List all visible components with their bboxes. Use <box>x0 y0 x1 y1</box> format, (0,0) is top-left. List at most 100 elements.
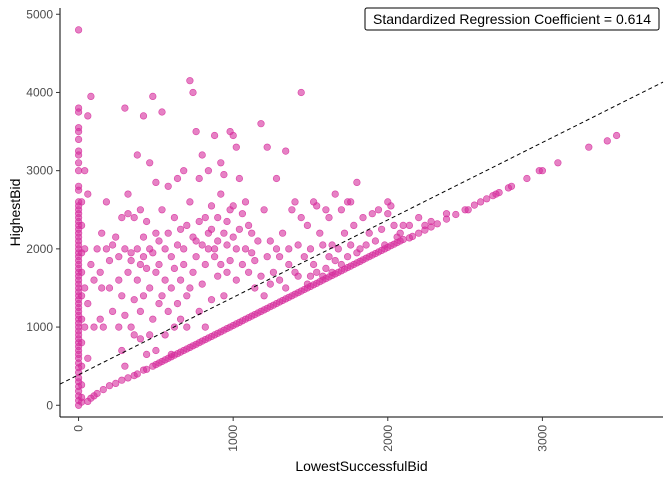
data-point-300 <box>276 253 284 261</box>
data-point-229 <box>207 202 216 210</box>
data-point-379 <box>368 210 376 218</box>
y-tick-label-2: 2000 <box>26 242 53 256</box>
data-point-220 <box>201 260 209 269</box>
data-point-196 <box>183 292 191 300</box>
data-point-176 <box>167 284 175 292</box>
data-point-317 <box>294 272 302 280</box>
data-point-115 <box>121 362 129 370</box>
data-point-59 <box>74 124 83 132</box>
data-point-118 <box>124 268 132 276</box>
data-point-67 <box>77 339 86 347</box>
data-point-255 <box>229 131 237 140</box>
data-point-415 <box>464 206 472 214</box>
data-point-62 <box>74 26 83 34</box>
data-point-143 <box>143 264 151 273</box>
data-point-117 <box>124 374 132 382</box>
data-point-135 <box>136 335 144 343</box>
data-point-243 <box>220 229 228 237</box>
data-point-201 <box>186 284 194 292</box>
data-point-154 <box>152 229 160 237</box>
data-point-227 <box>207 225 216 233</box>
data-point-261 <box>232 276 240 284</box>
data-point-385 <box>378 225 386 233</box>
data-point-163 <box>158 206 166 214</box>
data-point-215 <box>198 241 206 249</box>
data-point-418 <box>483 195 491 203</box>
data-point-313 <box>291 198 299 206</box>
data-point-334 <box>313 268 321 276</box>
data-point-139 <box>139 292 148 300</box>
data-point-88 <box>90 276 98 284</box>
regression-coefficient-annotation: Standardized Regression Coefficient = 0.… <box>364 7 660 31</box>
data-point-100 <box>105 284 114 292</box>
data-point-290 <box>263 143 271 151</box>
data-point-188 <box>177 225 185 233</box>
data-point-53 <box>74 167 83 175</box>
data-point-404 <box>415 229 423 237</box>
data-point-303 <box>279 229 287 237</box>
data-point-187 <box>177 276 185 284</box>
regression-line <box>59 81 664 385</box>
data-point-152 <box>149 315 157 323</box>
data-point-424 <box>523 174 531 183</box>
data-point-429 <box>603 137 611 145</box>
data-point-272 <box>245 268 253 276</box>
data-point-203 <box>189 88 197 97</box>
data-point-123 <box>127 249 135 257</box>
data-point-239 <box>217 190 225 198</box>
data-point-351 <box>331 257 339 265</box>
data-point-228 <box>207 296 216 304</box>
data-point-68 <box>77 315 86 323</box>
data-point-295 <box>269 268 278 276</box>
data-point-73 <box>77 198 86 206</box>
data-point-148 <box>146 331 154 339</box>
data-point-192 <box>180 260 188 269</box>
data-point-241 <box>217 159 225 167</box>
data-point-65 <box>77 381 86 389</box>
data-point-181 <box>170 264 178 273</box>
data-point-217 <box>198 280 206 288</box>
data-point-361 <box>344 253 352 261</box>
data-point-270 <box>241 198 250 206</box>
data-point-167 <box>161 276 169 284</box>
data-point-138 <box>139 233 148 241</box>
data-point-209 <box>192 253 200 261</box>
data-point-336 <box>316 229 324 237</box>
data-point-171 <box>164 229 172 237</box>
data-point-189 <box>177 315 185 323</box>
data-point-125 <box>130 214 138 222</box>
x-tick-label-2: 2000 <box>381 425 395 452</box>
data-point-70 <box>77 268 86 276</box>
data-point-106 <box>115 276 123 284</box>
data-point-409 <box>427 217 435 226</box>
data-point-398 <box>396 229 404 237</box>
data-point-110 <box>118 214 126 222</box>
data-point-364 <box>347 198 355 206</box>
data-point-207 <box>192 237 200 245</box>
data-point-169 <box>161 331 169 339</box>
data-point-366 <box>350 221 358 229</box>
annotation-text: Standardized Regression Coefficient = 0.… <box>373 11 651 27</box>
data-point-87 <box>90 323 98 331</box>
data-point-399 <box>399 235 407 244</box>
data-point-231 <box>211 245 219 253</box>
data-point-309 <box>285 260 293 269</box>
data-point-130 <box>133 245 141 253</box>
data-point-223 <box>204 245 212 253</box>
data-point-283 <box>257 272 265 280</box>
data-point-276 <box>248 229 256 237</box>
data-point-413 <box>452 210 460 219</box>
data-point-161 <box>155 300 163 308</box>
data-point-341 <box>322 206 330 214</box>
data-point-278 <box>251 257 259 265</box>
data-point-256 <box>229 202 237 210</box>
data-point-400 <box>399 221 407 229</box>
data-point-172 <box>164 182 172 190</box>
data-point-245 <box>220 292 228 300</box>
data-point-306 <box>282 147 290 155</box>
data-point-160 <box>155 237 163 245</box>
data-point-91 <box>96 315 104 323</box>
data-point-257 <box>229 233 237 241</box>
data-point-134 <box>136 206 144 214</box>
